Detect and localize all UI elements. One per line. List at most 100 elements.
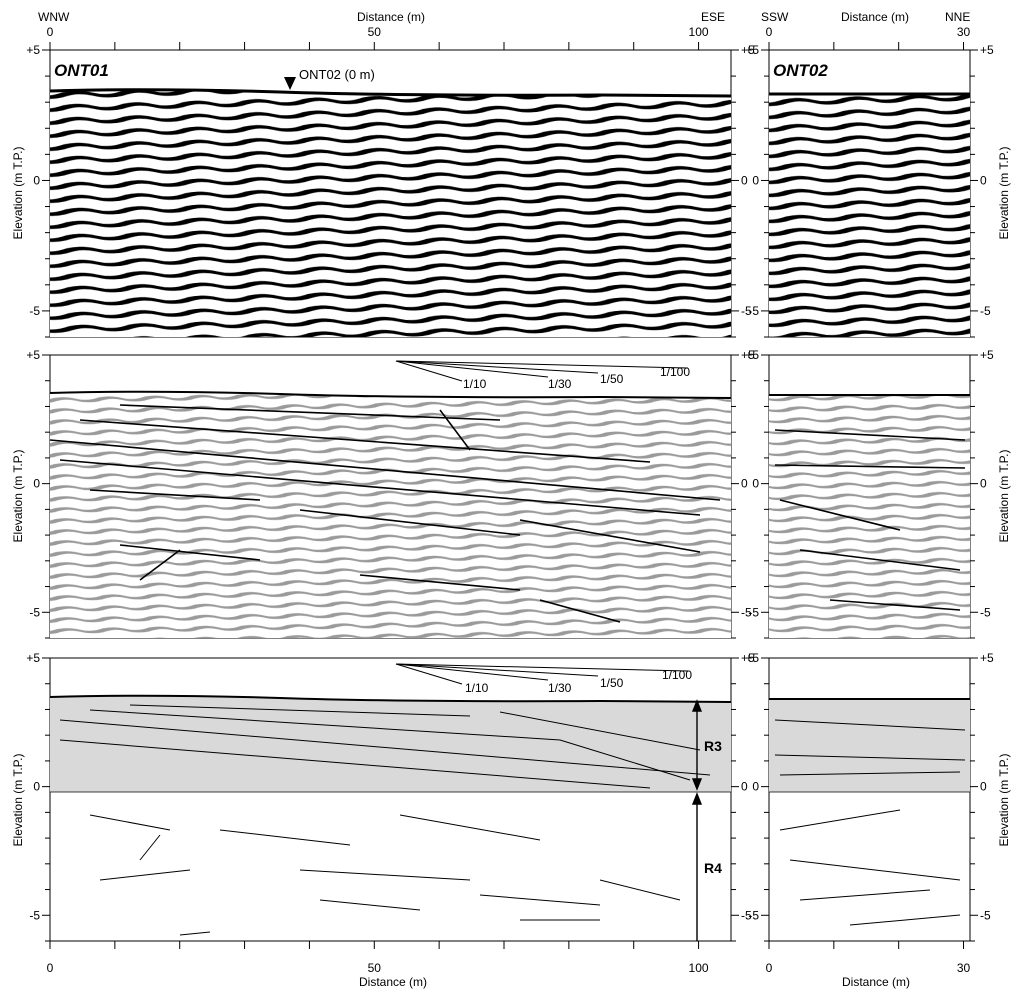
ont01-top-distance-tick-label: 0 <box>47 25 54 39</box>
ont02-interp-image <box>769 395 970 638</box>
unit-thickness-arrows <box>691 699 703 941</box>
elevation-tick-label: -5 <box>980 908 991 922</box>
ont02-distance-label-bottom: Distance (m) <box>842 975 910 989</box>
elevation-tick-label: -5 <box>741 908 752 922</box>
ont01-top-distance-ticks: 0 50 100 <box>47 25 709 50</box>
elevation-tick-label: 0 <box>741 780 748 794</box>
elevation-tick-label: -5 <box>748 605 759 619</box>
elevation-tick-label: -5 <box>748 304 759 318</box>
ont01-r3-reflectors <box>59 704 711 789</box>
unit-r3-fill-ont02 <box>769 699 970 792</box>
elevation-tick-label: 0 <box>752 780 759 794</box>
slope-label-1-30-p2: 1/30 <box>548 377 572 391</box>
slope-label-1-30-p3: 1/30 <box>548 681 572 695</box>
slope-reference-lines-panel3 <box>395 663 689 685</box>
ont01-line-surface <box>49 694 732 703</box>
ont01-r4-reflectors <box>89 814 681 936</box>
ont01-interp-surface <box>49 390 732 399</box>
ont01-dir-right: ESE <box>701 10 725 24</box>
ont02-bottom-distance-tick-label: 0 <box>766 961 773 975</box>
ont02-dir-right: NNE <box>945 10 970 24</box>
elevation-tick-label: -5 <box>980 304 991 318</box>
elevation-tick-label: -5 <box>29 908 40 922</box>
ont01-distance-label-bottom: Distance (m) <box>359 975 427 989</box>
elevation-tick-label: +5 <box>26 43 40 57</box>
ont01-bottom-distance-tick-label: 100 <box>689 961 709 975</box>
elevation-tick-label: 0 <box>980 173 987 187</box>
panel-interpreted-gray: 1/10 1/30 1/50 1/100 <box>49 354 971 639</box>
unit-label-r3: R3 <box>704 738 722 754</box>
elevation-tick-label: 0 <box>741 477 748 491</box>
elevation-tick-label: -5 <box>748 908 759 922</box>
elevation-tick-label: 0 <box>33 173 40 187</box>
ont02-top-distance-tick-label: 0 <box>766 25 773 39</box>
ont02-distance-label-top: Distance (m) <box>841 10 909 24</box>
ont01-bottom-distance-ticks: 0 50 100 <box>47 941 709 975</box>
ont02-radargram-image <box>769 94 970 337</box>
ont02-dir-left: SSW <box>761 10 789 24</box>
elevation-tick-label: +5 <box>741 348 755 362</box>
elevation-label-left-p1: Elevation (m T.P.) <box>11 147 25 240</box>
ont02-intersection-label: ONT02 (0 m) <box>299 67 375 82</box>
ont02-interp-reflectors <box>774 429 966 611</box>
ont01-bottom-distance-tick-label: 0 <box>47 961 54 975</box>
elevation-tick-label: 0 <box>741 173 748 187</box>
ont01-radargram-image <box>50 89 731 337</box>
elevation-tick-label: -5 <box>29 605 40 619</box>
ont02-bottom-distance-ticks: 0 30 <box>766 941 971 975</box>
elevation-tick-label: 0 <box>752 173 759 187</box>
ont01-dir-left: WNW <box>38 10 70 24</box>
ont02-profile-name: ONT02 <box>773 61 828 80</box>
panel-radargram: ONT01 ONT02 ONT02 (0 m) <box>49 49 971 338</box>
elevation-label-right-p2: Elevation (m T.P.) <box>997 450 1011 543</box>
slope-label-1-50-p2: 1/50 <box>600 372 624 386</box>
elevation-tick-label: 0 <box>980 780 987 794</box>
elevation-tick-label: 0 <box>33 780 40 794</box>
elevation-tick-label: -5 <box>980 605 991 619</box>
ont01-top-distance-tick-label: 50 <box>368 25 382 39</box>
ont02-bottom-distance-tick-label: 30 <box>957 961 971 975</box>
elevation-tick-label: +5 <box>980 348 994 362</box>
elevation-tick-label: +5 <box>745 348 759 362</box>
elevation-tick-label: +5 <box>741 43 755 57</box>
elevation-label-right-p1: Elevation (m T.P.) <box>997 147 1011 240</box>
elevation-tick-label: 0 <box>33 477 40 491</box>
ont01-surface-line <box>49 88 732 98</box>
elevation-tick-label: -5 <box>29 304 40 318</box>
slope-label-1-10-p2: 1/10 <box>463 377 487 391</box>
ont02-top-distance-ticks: 0 30 <box>766 25 971 50</box>
ont01-interp-reflectors <box>49 404 721 623</box>
elevation-tick-label: -5 <box>741 605 752 619</box>
elevation-tick-label: +5 <box>26 651 40 665</box>
slope-reference-lines-panel2 <box>395 360 689 382</box>
ont01-profile-name: ONT01 <box>54 61 109 80</box>
slope-label-1-100-p2: 1/100 <box>660 365 690 379</box>
slope-label-1-50-p3: 1/50 <box>600 676 624 690</box>
panel-line-drawing: R3 R4 1/10 1/30 1/50 1/100 <box>49 657 971 942</box>
elevation-tick-label: -5 <box>741 304 752 318</box>
elevation-tick-label: +5 <box>980 43 994 57</box>
elevation-tick-label: +5 <box>741 651 755 665</box>
slope-label-1-10-p3: 1/10 <box>465 681 489 695</box>
elevation-tick-label: +5 <box>26 348 40 362</box>
elevation-label-left-p2: Elevation (m T.P.) <box>11 450 25 543</box>
elevation-label-left-p3: Elevation (m T.P.) <box>11 754 25 847</box>
elevation-label-right-p3: Elevation (m T.P.) <box>997 754 1011 847</box>
elevation-tick-label: 0 <box>752 477 759 491</box>
ont01-top-distance-tick-label: 100 <box>689 25 709 39</box>
ont02-intersection-marker <box>284 77 296 90</box>
elevation-tick-label: 0 <box>980 477 987 491</box>
ont01-interp-image <box>50 391 731 638</box>
elevation-tick-label: +5 <box>745 651 759 665</box>
ont01-distance-label-top: Distance (m) <box>357 10 425 24</box>
elevation-tick-label: +5 <box>745 43 759 57</box>
elevation-axes: +5 +50 0-5 -5+5 +50 0-5 -5+5 +50 0-5 -5+5 +50 0-5 -5… <box>26 43 994 942</box>
elevation-tick-label: +5 <box>980 651 994 665</box>
unit-r3-fill-ont01 <box>50 695 731 792</box>
ont02-top-distance-tick-label: 30 <box>957 25 971 39</box>
ont02-reflectors <box>774 719 966 926</box>
unit-label-r4: R4 <box>704 860 722 876</box>
slope-label-1-100-p3: 1/100 <box>662 668 692 682</box>
ont01-bottom-distance-tick-label: 50 <box>368 961 382 975</box>
